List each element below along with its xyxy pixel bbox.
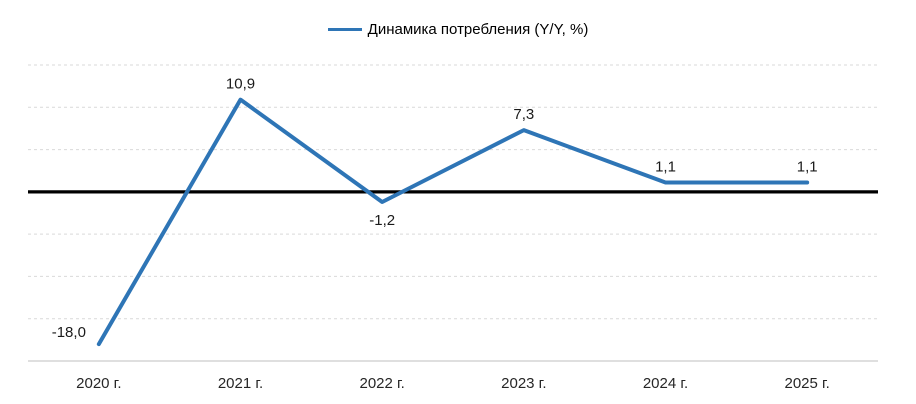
- data-label: 7,3: [513, 106, 534, 123]
- data-label: 10,9: [226, 76, 255, 93]
- data-label: -18,0: [52, 324, 86, 341]
- data-label: 1,1: [655, 159, 676, 176]
- x-axis-label: 2025 г.: [784, 375, 829, 392]
- x-axis-label: 2024 г.: [643, 375, 688, 392]
- x-axis-label: 2023 г.: [501, 375, 546, 392]
- data-label: -1,2: [369, 212, 395, 229]
- x-axis-label: 2020 г.: [76, 375, 121, 392]
- x-axis-label: 2022 г.: [359, 375, 404, 392]
- x-axis-label: 2021 г.: [218, 375, 263, 392]
- series-line: [96, 97, 810, 347]
- data-label: 1,1: [797, 159, 818, 176]
